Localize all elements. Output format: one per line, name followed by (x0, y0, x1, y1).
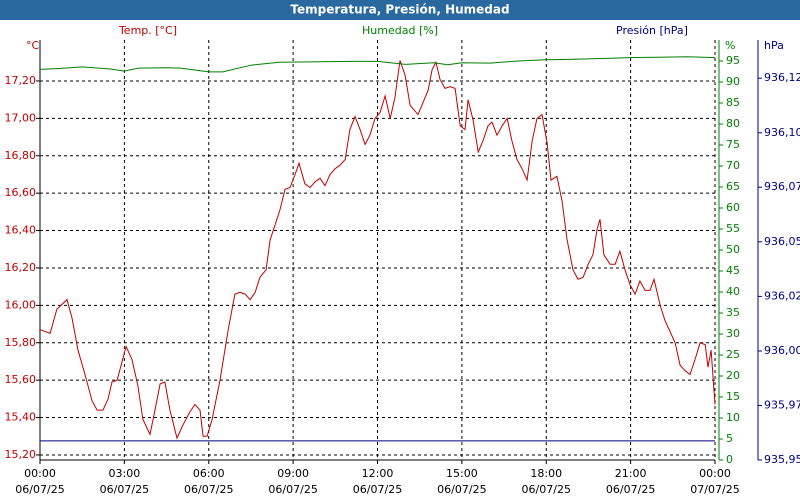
y2-tick-label: 50 (726, 243, 740, 256)
series-line (39, 56, 716, 73)
y2-tick-label: 90 (726, 75, 740, 88)
x-tick-label: 06:00 (193, 467, 225, 480)
y2-tick-label: 85 (726, 96, 740, 109)
x-tick-label: 21:00 (615, 467, 647, 480)
y2-tick-label: 25 (726, 348, 740, 361)
y3-unit: hPa (764, 39, 784, 52)
y2-tick-label: 60 (726, 201, 740, 214)
y3-tick-label: 936,12 (764, 71, 800, 84)
y2-tick-label: 30 (726, 327, 740, 340)
x-tick-date: 06/07/25 (100, 483, 149, 496)
x-tick-label: 00:00 (699, 467, 731, 480)
x-tick-date: 07/07/25 (690, 483, 739, 496)
x-tick-label: 03:00 (109, 467, 141, 480)
x-tick-label: 18:00 (530, 467, 562, 480)
y2-tick-label: 95 (726, 54, 740, 67)
y2-tick-label: 15 (726, 390, 740, 403)
y2-tick-label: 75 (726, 138, 740, 151)
y-tick-label: 16,20 (5, 261, 37, 274)
series-line (39, 60, 716, 440)
y-tick-label: 17,20 (5, 74, 37, 87)
x-tick-date: 06/07/25 (522, 483, 571, 496)
y2-tick-label: 35 (726, 306, 740, 319)
x-tick-date: 06/07/25 (15, 483, 64, 496)
y-tick-label: 15,60 (5, 373, 37, 386)
y2-tick-label: 10 (726, 411, 740, 424)
y-tick-label: 15,40 (5, 411, 37, 424)
y2-tick-label: 0 (726, 453, 733, 466)
y-tick-label: 17,00 (5, 111, 37, 124)
x-tick-label: 00:00 (24, 467, 56, 480)
x-tick-date: 06/07/25 (606, 483, 655, 496)
x-tick-label: 12:00 (362, 467, 394, 480)
y-tick-label: 16,80 (5, 149, 37, 162)
y2-tick-label: 55 (726, 222, 740, 235)
legend-label: Temp. [°C] (118, 24, 177, 37)
y2-tick-label: 45 (726, 264, 740, 277)
y3-tick-label: 936,02 (764, 289, 800, 302)
y3-tick-label: 935,97 (764, 398, 800, 411)
y2-tick-label: 70 (726, 159, 740, 172)
x-tick-date: 06/07/25 (184, 483, 233, 496)
y-tick-label: 15,80 (5, 336, 37, 349)
legend-label: Humedad [%] (362, 24, 438, 37)
y2-tick-label: 5 (726, 432, 733, 445)
y3-tick-label: 936,07 (764, 180, 800, 193)
x-tick-label: 15:00 (446, 467, 478, 480)
x-tick-date: 06/07/25 (268, 483, 317, 496)
y3-tick-label: 936,00 (764, 344, 800, 357)
x-tick-date: 06/07/25 (437, 483, 486, 496)
y2-tick-label: 80 (726, 117, 740, 130)
legend-label: Presión [hPa] (616, 24, 688, 37)
y-unit: °C (26, 39, 40, 52)
y2-tick-label: 65 (726, 180, 740, 193)
chart-title: Temperatura, Presión, Humedad (290, 3, 509, 17)
title-bar (0, 0, 800, 20)
y3-tick-label: 936,05 (764, 235, 800, 248)
y-tick-label: 16,40 (5, 224, 37, 237)
y-tick-label: 16,60 (5, 186, 37, 199)
y3-tick-label: 936,10 (764, 126, 800, 139)
y2-tick-label: 40 (726, 285, 740, 298)
x-tick-date: 06/07/25 (353, 483, 402, 496)
y-tick-label: 16,00 (5, 298, 37, 311)
y2-tick-label: 20 (726, 369, 740, 382)
y2-unit: % (725, 39, 735, 52)
x-tick-label: 09:00 (277, 467, 309, 480)
y-tick-label: 15,20 (5, 448, 37, 461)
y3-tick-label: 935,95 (764, 453, 800, 466)
